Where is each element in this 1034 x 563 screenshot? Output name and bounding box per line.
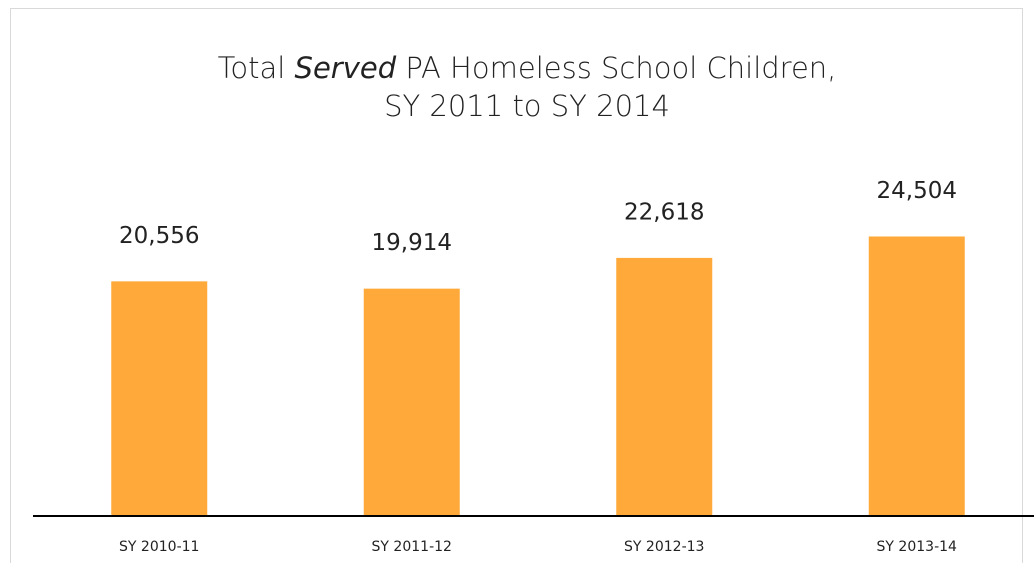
bar [111, 281, 208, 515]
x-tick-label: SY 2010-11 [119, 539, 199, 555]
title-part: PA Homeless School Children, [405, 51, 836, 85]
bar [868, 236, 965, 516]
data-label: 24,504 [877, 178, 957, 204]
x-tick-label: SY 2012-13 [624, 539, 704, 555]
title-part: Served [295, 51, 397, 85]
title-part: Total [218, 51, 286, 85]
chart-frame [10, 8, 1023, 563]
x-tick-label: SY 2011-12 [372, 539, 452, 555]
data-label: 19,914 [372, 230, 452, 256]
data-label: 22,618 [624, 199, 704, 225]
chart-title: Total Served PA Homeless School Children… [218, 51, 837, 85]
bar [616, 257, 713, 515]
chart-title: SY 2011 to SY 2014 [384, 89, 670, 123]
data-label: 20,556 [119, 223, 199, 249]
x-tick-label: SY 2013-14 [877, 539, 957, 555]
bar [363, 288, 460, 515]
